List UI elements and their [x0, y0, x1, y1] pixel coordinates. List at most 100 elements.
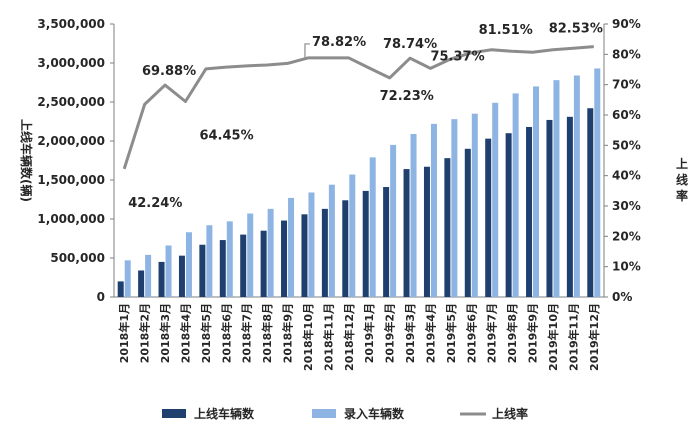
bar-online-vehicles [240, 234, 247, 297]
bar-registered-vehicles [124, 260, 131, 297]
bar-online-vehicles [117, 281, 124, 297]
bar-registered-vehicles [349, 174, 356, 297]
bar-online-vehicles [423, 166, 430, 297]
x-tick-label: 2019年9月 [526, 303, 540, 363]
x-tick-label: 2018年4月 [178, 303, 192, 363]
bar-registered-vehicles [390, 144, 397, 297]
rate-annotation-label: 72.23% [380, 89, 434, 104]
rate-annotation-label: 75.37% [430, 49, 484, 64]
bar-registered-vehicles [594, 68, 601, 298]
x-tick-label: 2018年7月 [240, 303, 254, 363]
rate-annotation-label: 78.82% [312, 35, 366, 50]
y-left-tick-label: 3,500,000 [37, 17, 105, 31]
bar-online-vehicles [158, 261, 165, 297]
legend-swatch [312, 409, 336, 418]
x-tick-label: 2018年5月 [199, 303, 213, 363]
bar-online-vehicles [281, 220, 288, 297]
x-tick-label: 2019年11月 [566, 303, 580, 371]
y-right-axis-title-char: 线 [676, 172, 688, 187]
bar-registered-vehicles [471, 113, 478, 297]
x-tick-label: 2019年10月 [546, 303, 560, 371]
x-tick-label: 2019年7月 [485, 303, 499, 363]
x-tick-label: 2019年12月 [587, 303, 601, 371]
bar-online-vehicles [260, 230, 267, 297]
x-tick-label: 2018年2月 [138, 303, 152, 363]
x-tick-label: 2019年4月 [423, 303, 437, 363]
rate-annotation-label: 78.74% [383, 37, 437, 52]
x-tick-label: 2018年3月 [158, 303, 172, 363]
bar-online-vehicles [566, 116, 573, 297]
legend-label: 录入车辆数 [344, 406, 405, 421]
bar-registered-vehicles [492, 102, 499, 297]
x-tick-label: 2019年1月 [362, 303, 376, 363]
y-right-tick-label: 60% [612, 108, 641, 122]
y-right-tick-label: 50% [612, 138, 641, 152]
x-tick-label: 2018年1月 [117, 303, 131, 363]
x-tick-label: 2018年11月 [321, 303, 335, 371]
x-tick-label: 2018年9月 [281, 303, 295, 363]
bar-online-vehicles [138, 270, 145, 297]
y-left-axis-title: 上线车辆数(辆) [19, 119, 34, 202]
y-right-tick-label: 10% [612, 260, 641, 274]
legend-swatch [162, 409, 186, 418]
rate-annotation-label: 82.53% [549, 22, 603, 37]
bar-online-vehicles [403, 169, 410, 297]
y-right-tick-label: 20% [612, 229, 641, 243]
y-right-tick-label: 40% [612, 169, 641, 183]
x-tick-label: 2019年2月 [383, 303, 397, 363]
bar-online-vehicles [383, 187, 390, 297]
online-rate-line [122, 45, 594, 170]
bar-registered-vehicles [288, 197, 295, 297]
y-left-tick-label: 500,000 [50, 251, 105, 265]
bar-registered-vehicles [573, 75, 580, 297]
bar-online-vehicles [178, 255, 185, 297]
bar-registered-vehicles [145, 254, 152, 297]
bar-online-vehicles [464, 148, 471, 297]
y-right-tick-label: 90% [612, 17, 641, 31]
x-tick-label: 2019年3月 [403, 303, 417, 363]
bar-registered-vehicles [185, 232, 192, 297]
bar-online-vehicles [219, 240, 226, 297]
bar-registered-vehicles [369, 157, 376, 297]
y-right-tick-label: 30% [612, 199, 641, 213]
bar-registered-vehicles [430, 123, 437, 297]
legend-label: 上线车辆数 [194, 406, 255, 421]
bar-registered-vehicles [553, 80, 560, 297]
rate-annotation-label: 69.88% [142, 64, 196, 79]
y-right-tick-label: 80% [612, 47, 641, 61]
rate-annotation-label: 64.45% [199, 129, 253, 144]
bar-registered-vehicles [512, 93, 519, 297]
bar-registered-vehicles [308, 192, 315, 297]
bar-online-vehicles [362, 190, 369, 297]
bar-registered-vehicles [410, 133, 417, 297]
rate-annotation-label: 81.51% [479, 23, 533, 38]
y-right-tick-label: 70% [612, 78, 641, 92]
bar-registered-vehicles [328, 184, 335, 297]
y-left-tick-label: 2,500,000 [37, 95, 105, 109]
y-left-tick-label: 1,500,000 [37, 173, 105, 187]
y-right-tick-label: 0% [612, 290, 632, 304]
x-tick-label: 2019年8月 [505, 303, 519, 363]
bar-registered-vehicles [206, 225, 213, 297]
bar-online-vehicles [526, 126, 533, 298]
bar-online-vehicles [301, 214, 308, 297]
x-tick-label: 2018年6月 [219, 303, 233, 363]
y-left-tick-label: 0 [97, 290, 105, 304]
bar-registered-vehicles [451, 119, 458, 297]
y-left-tick-label: 3,000,000 [37, 56, 105, 70]
bar-registered-vehicles [226, 221, 233, 297]
y-right-axis-title-char: 率 [676, 188, 688, 203]
x-tick-label: 2019年6月 [464, 303, 478, 363]
bar-registered-vehicles [165, 245, 172, 297]
x-tick-label: 2018年8月 [260, 303, 274, 363]
bar-online-vehicles [587, 108, 594, 298]
legend-label: 上线率 [492, 406, 528, 421]
bar-online-vehicles [199, 244, 206, 297]
annotation-leader-line [304, 43, 310, 58]
bar-online-vehicles [444, 158, 451, 297]
bar-online-vehicles [546, 119, 553, 297]
rate-annotation-label: 42.24% [128, 196, 182, 211]
y-right-axis-title-char: 上 [676, 156, 688, 171]
